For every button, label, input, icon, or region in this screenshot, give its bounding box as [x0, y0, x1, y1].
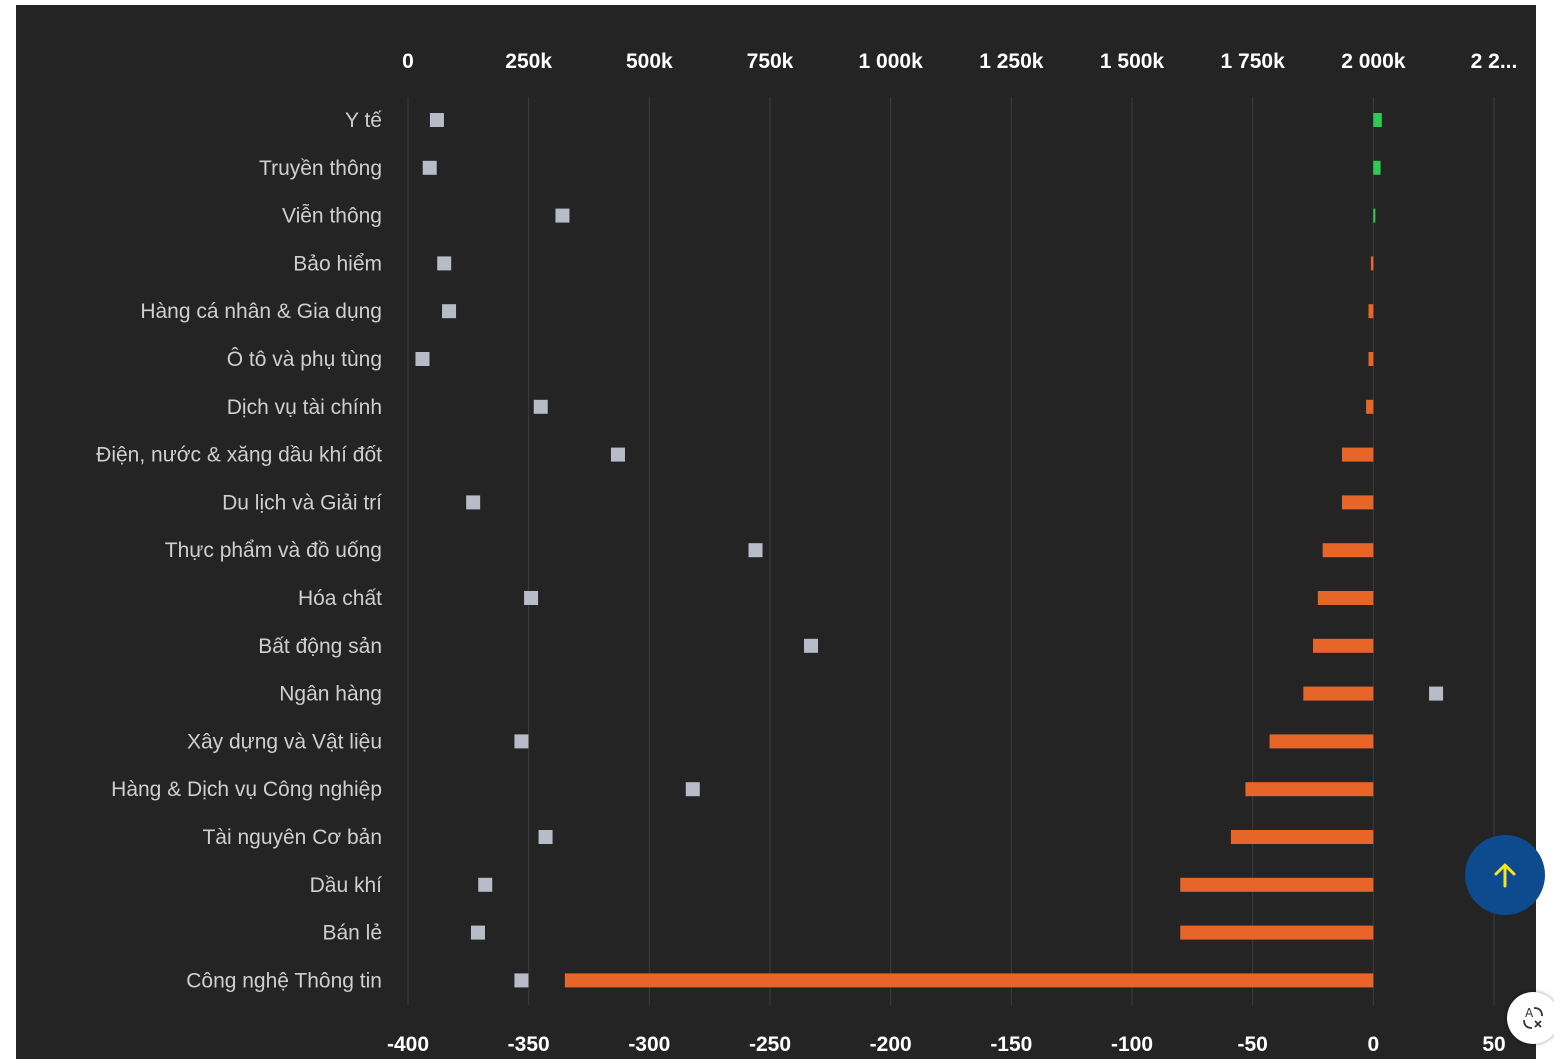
- category-label: Ô tô và phụ tùng: [227, 348, 382, 371]
- category-label: Truyền thông: [259, 157, 382, 180]
- x-bottom-tick-label: 0: [1367, 1033, 1379, 1056]
- bar: [1245, 782, 1374, 797]
- category-label: Y tế: [345, 109, 382, 132]
- bar: [1341, 495, 1374, 510]
- x-bottom-tick-label: 50: [1482, 1033, 1505, 1056]
- category-label: Thực phẩm và đồ uống: [165, 539, 382, 562]
- bar: [1373, 160, 1381, 175]
- category-label: Hàng & Dịch vụ Công nghiệp: [111, 778, 382, 801]
- x-top-tick-label: 1 750k: [1221, 50, 1286, 73]
- marker-point: [524, 591, 539, 605]
- bar: [1373, 113, 1382, 127]
- bar: [1370, 256, 1374, 271]
- marker-point: [442, 304, 457, 319]
- x-top-tick-label: 250k: [505, 50, 552, 73]
- marker-point: [610, 447, 625, 462]
- x-top-tick-label: 500k: [626, 50, 673, 73]
- category-label: Xây dựng và Vật liệu: [187, 730, 382, 753]
- marker-point: [685, 782, 700, 797]
- category-label: Tài nguyên Cơ bản: [202, 826, 382, 849]
- x-bottom-tick-label: -350: [508, 1033, 550, 1056]
- category-label: Hóa chất: [298, 587, 382, 610]
- category-label: Du lịch và Giải trí: [222, 491, 382, 514]
- sector-bar-chart: 0 250k 500k 750k 1 000k 1 250k 1 500k 1 750k 2 0…: [96, 50, 1517, 1056]
- x-top-tick-label: 1 000k: [859, 50, 924, 73]
- bar: [1230, 830, 1374, 844]
- x-top-tick-label: 750k: [747, 50, 794, 73]
- marker-point: [748, 543, 763, 558]
- translate-button[interactable]: A: [1507, 992, 1554, 1044]
- category-label: Bảo hiểm: [293, 252, 382, 275]
- x-top-tick-label: 1 250k: [979, 50, 1044, 73]
- translate-icon: A: [1523, 1006, 1543, 1029]
- bar: [1313, 638, 1374, 653]
- bar: [1366, 399, 1374, 414]
- bar-series: [564, 113, 1382, 988]
- marker-point: [429, 113, 444, 127]
- x-bottom-tick-label: -150: [990, 1033, 1032, 1056]
- category-label: Bán lẻ: [322, 922, 382, 945]
- bar: [1317, 591, 1374, 605]
- x-bottom-tick-label: -100: [1111, 1033, 1153, 1056]
- bar: [1303, 686, 1374, 701]
- bar: [1341, 447, 1374, 462]
- x-bottom-tick-label: -50: [1237, 1033, 1267, 1056]
- marker-point: [804, 638, 819, 653]
- x-bottom-tick-label: -200: [870, 1033, 912, 1056]
- marker-point: [1429, 686, 1444, 701]
- x-top-tick-label: 0: [402, 50, 414, 73]
- marker-point: [470, 925, 485, 940]
- marker-point: [437, 256, 452, 271]
- bar: [1180, 877, 1374, 892]
- category-label: Viễn thông: [282, 205, 382, 228]
- marker-point: [514, 734, 529, 749]
- category-labels: Y tế Truyền thông Viễn thông Bảo hiểm Hàng c…: [96, 109, 382, 992]
- marker-point: [514, 973, 529, 988]
- category-label: Dịch vụ tài chính: [227, 396, 382, 419]
- bar: [1373, 208, 1376, 223]
- x-top-tick-label: 2 2...: [1471, 50, 1518, 73]
- marker-series: [415, 113, 1444, 988]
- bar: [1368, 352, 1374, 366]
- marker-point: [478, 877, 493, 892]
- marker-point: [555, 208, 570, 223]
- marker-point: [533, 399, 548, 414]
- category-label: Công nghệ Thông tin: [186, 969, 382, 992]
- chart-panel: 0 250k 500k 750k 1 000k 1 250k 1 500k 1 750k 2 0…: [16, 5, 1536, 1059]
- arrow-up-icon: [1494, 863, 1516, 888]
- bar: [1322, 543, 1374, 558]
- x-bottom-tick-label: -250: [749, 1033, 791, 1056]
- bar: [1368, 304, 1374, 319]
- category-label: Dầu khí: [310, 874, 383, 897]
- svg-text:A: A: [1525, 1006, 1534, 1020]
- x-top-tick-label: 2 000k: [1341, 50, 1406, 73]
- category-label: Bất động sản: [258, 635, 382, 658]
- bar: [564, 973, 1374, 988]
- marker-point: [422, 160, 437, 175]
- x-bottom-tick-label: -300: [628, 1033, 670, 1056]
- x-bottom-tick-label: -400: [387, 1033, 429, 1056]
- category-label: Hàng cá nhân & Gia dụng: [140, 300, 382, 323]
- bottom-axis-ticks: -400 -350 -300 -250 -200 -150 -100 -50 0 50: [387, 1033, 1506, 1056]
- category-label: Ngân hàng: [279, 683, 382, 706]
- marker-point: [466, 495, 481, 510]
- x-top-tick-label: 1 500k: [1100, 50, 1165, 73]
- bar: [1180, 925, 1374, 940]
- scroll-to-top-button[interactable]: [1465, 835, 1545, 915]
- marker-point: [538, 830, 553, 844]
- category-label: Điện, nước & xăng dầu khí đốt: [96, 444, 382, 467]
- marker-point: [415, 352, 430, 366]
- top-axis-ticks: 0 250k 500k 750k 1 000k 1 250k 1 500k 1 750k 2 0…: [402, 50, 1517, 73]
- bar: [1269, 734, 1374, 749]
